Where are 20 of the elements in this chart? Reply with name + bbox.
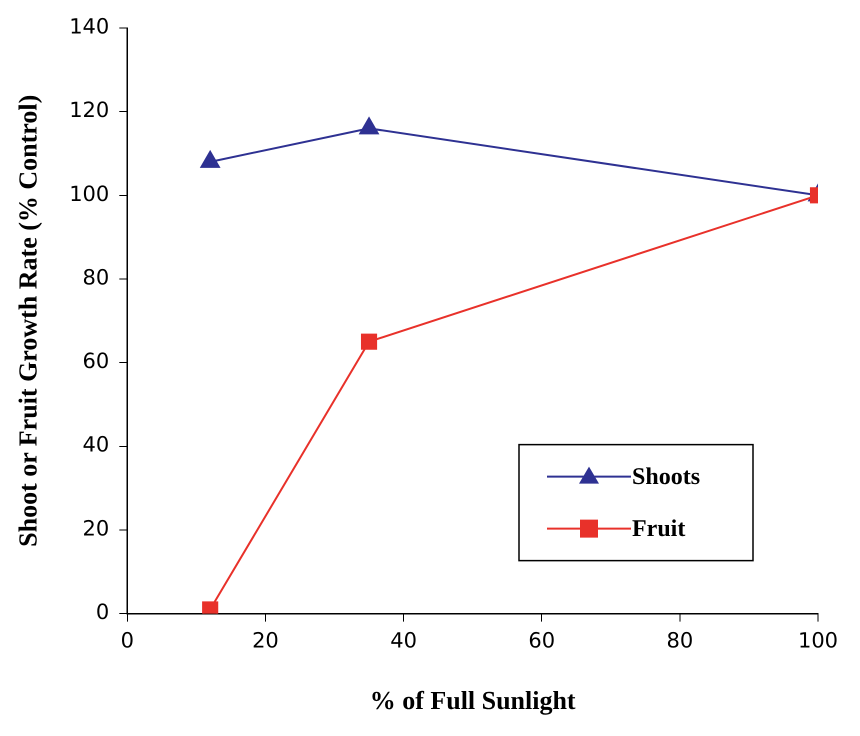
x-tick-label: 40 xyxy=(390,628,417,653)
x-tick-label: 80 xyxy=(666,628,694,653)
y-axis-title: Shoot or Fruit Growth Rate (% Control) xyxy=(13,94,42,547)
point xyxy=(359,117,379,134)
x-tick-label: 100 xyxy=(798,628,838,653)
y-tick-label: 100 xyxy=(69,182,110,206)
legend-label: Fruit xyxy=(632,516,686,542)
x-tick-label: 60 xyxy=(528,628,556,653)
y-tick-label: 80 xyxy=(82,265,110,290)
legend-label: Shoots xyxy=(632,464,700,490)
point xyxy=(200,150,220,168)
x-axis-title: % of Full Sunlight xyxy=(370,686,576,716)
y-tick-label: 20 xyxy=(82,516,110,540)
y-tick-label: 60 xyxy=(82,349,110,374)
y-tick-label: 140 xyxy=(69,14,110,38)
y-tick-label: 120 xyxy=(69,98,110,122)
y-tick-label: 40 xyxy=(82,432,110,457)
x-tick-label: 20 xyxy=(252,628,279,653)
x-tick-label: 0 xyxy=(120,628,134,653)
y-tick-label: 0 xyxy=(96,600,110,624)
